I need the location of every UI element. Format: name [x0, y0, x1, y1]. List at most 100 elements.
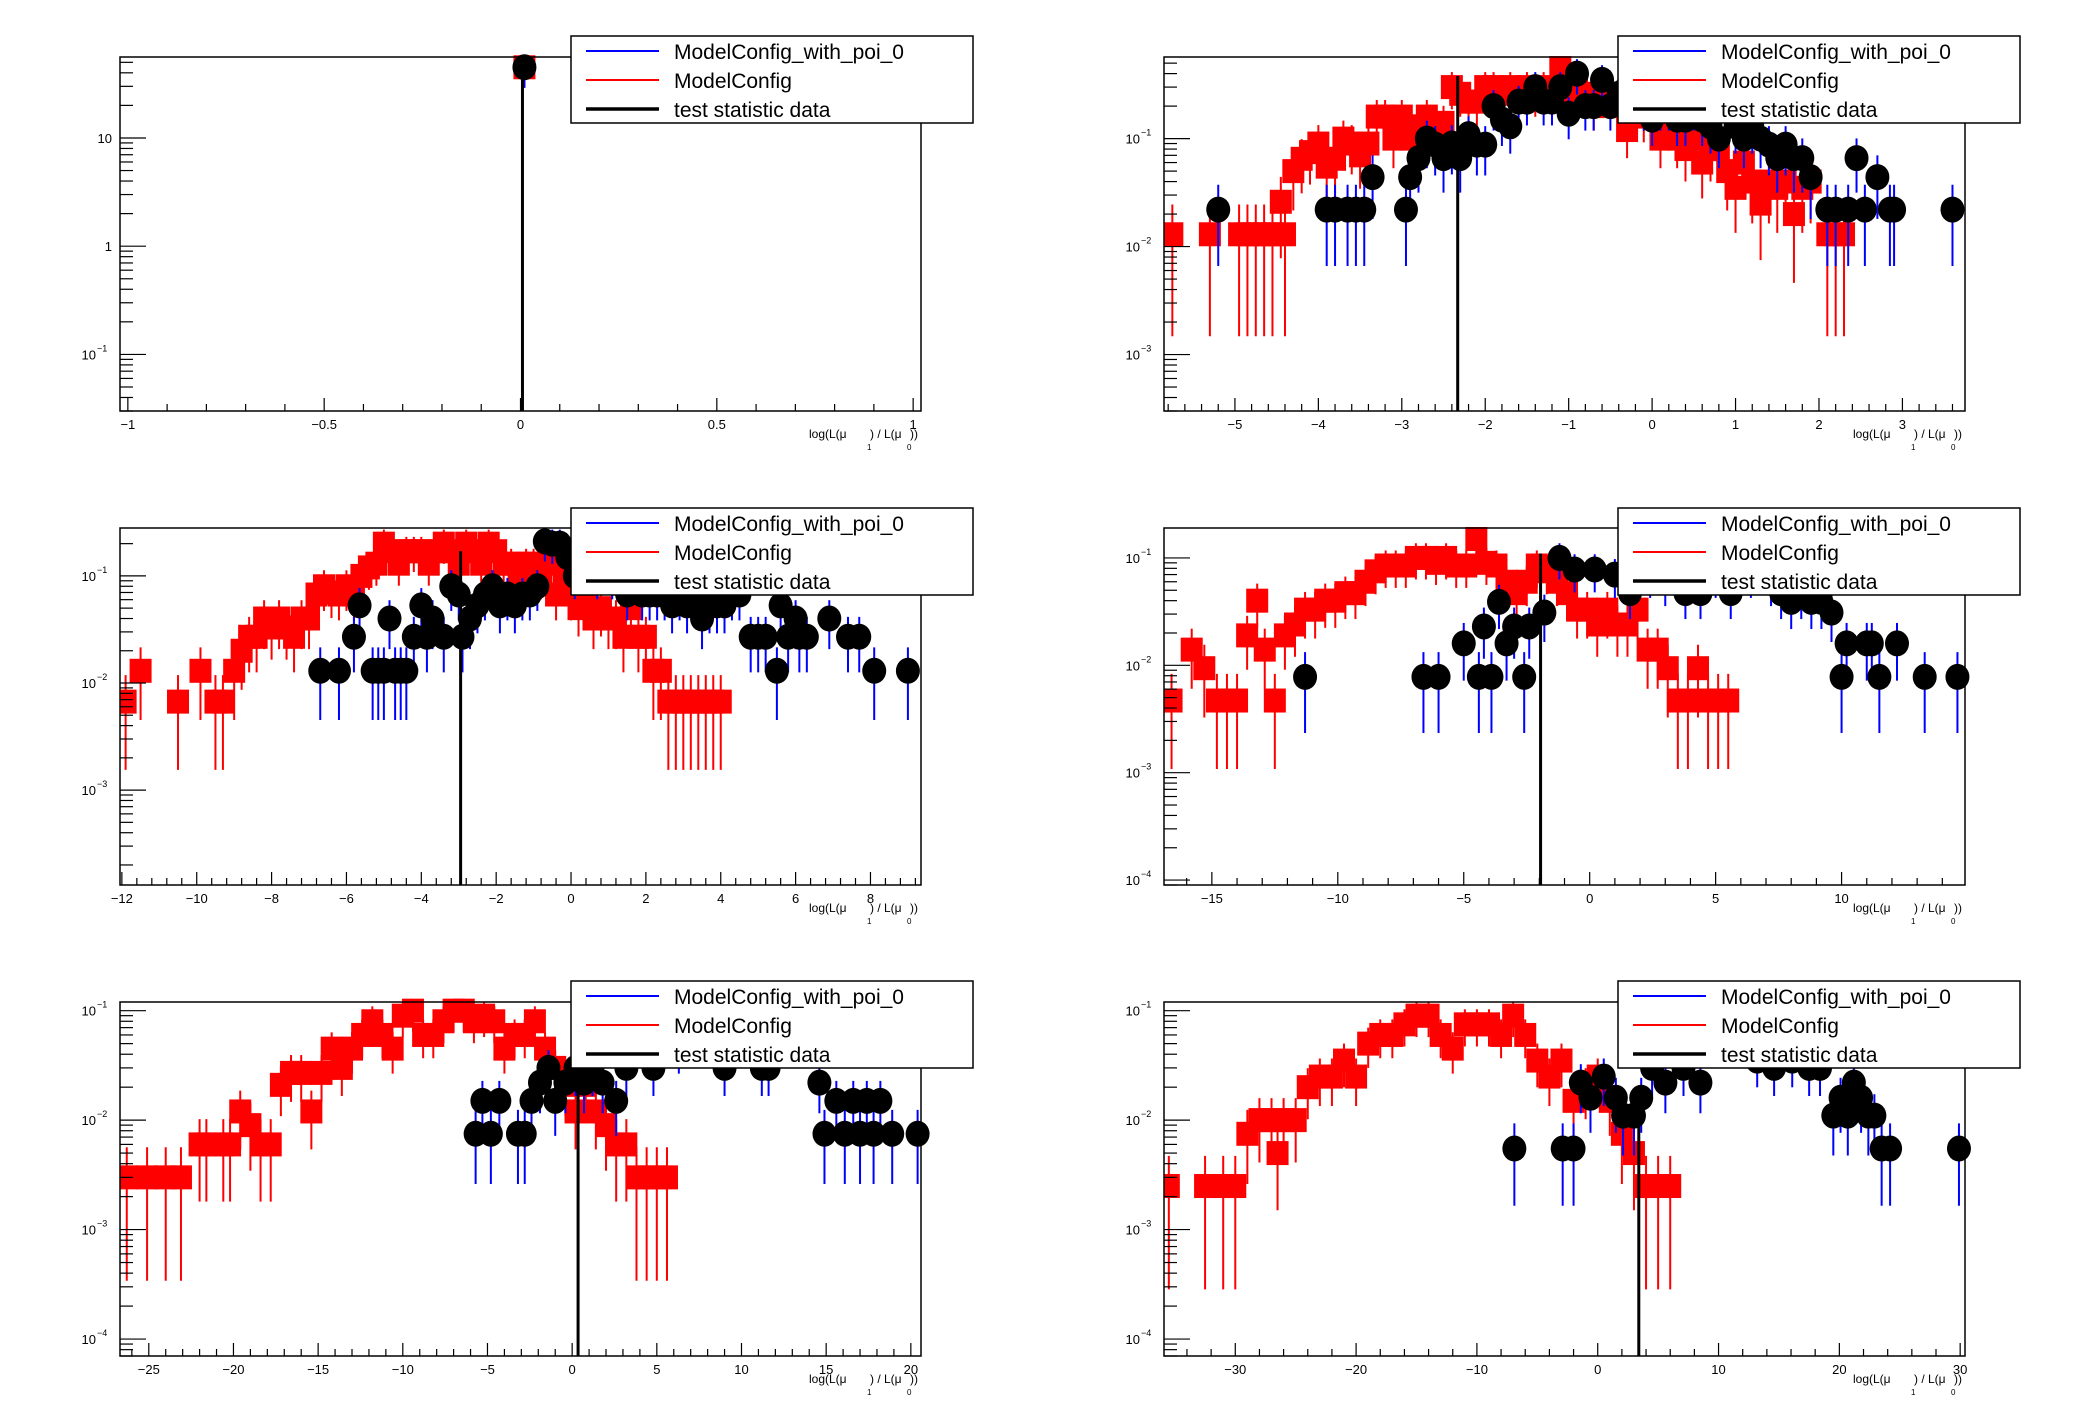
- data-point: [1226, 688, 1249, 713]
- data-point: [1878, 1135, 1903, 1162]
- series-modelconfig: [1164, 1002, 1682, 1290]
- x-axis-title-sub0: 0: [907, 443, 912, 452]
- x-tick-label: 5: [653, 1362, 660, 1377]
- x-axis-title-part: log(L(μ: [809, 901, 847, 915]
- data-point: [523, 1009, 546, 1034]
- data-point: [1487, 588, 1512, 615]
- data-point: [487, 1087, 512, 1114]
- x-tick-label: −25: [138, 1362, 160, 1377]
- x-tick-label: 3: [1899, 417, 1906, 432]
- data-point: [169, 1165, 192, 1190]
- data-point: [1590, 66, 1615, 93]
- data-point: [1741, 169, 1764, 194]
- data-point: [1717, 688, 1740, 713]
- y-tick-exponent: −4: [97, 1328, 107, 1338]
- legend: ModelConfig_with_poi_0 ModelConfig test st…: [1617, 980, 2021, 1069]
- x-tick-label: −3: [1394, 417, 1409, 432]
- data-point: [649, 658, 672, 683]
- data-point: [483, 1009, 506, 1034]
- data-point: [847, 623, 872, 650]
- y-tick-exponent: −2: [1141, 1109, 1151, 1119]
- x-axis-title: log(L(μ 1) / L(μ 0)): [809, 901, 918, 926]
- pad-frame: [1163, 1001, 1966, 1357]
- x-tick-label: −5: [480, 1362, 495, 1377]
- y-tick-label: 10: [1126, 1004, 1140, 1019]
- data-point: [534, 1036, 557, 1061]
- x-tick-label: −12: [111, 891, 133, 906]
- data-point: [1498, 113, 1523, 140]
- data-point: [420, 605, 445, 632]
- x-axis-title-part: )): [910, 1372, 918, 1386]
- data-point: [1682, 126, 1705, 151]
- data-point: [1656, 656, 1679, 681]
- data-point: [1581, 93, 1606, 120]
- data-point: [1273, 222, 1296, 247]
- data-point: [1426, 663, 1451, 690]
- data-point: [1479, 663, 1504, 690]
- x-axis-title-sub0: 0: [907, 1388, 912, 1397]
- data-point: [1164, 222, 1184, 247]
- x-tick-label: 5: [1712, 891, 1719, 906]
- data-point: [1946, 1135, 1971, 1162]
- data-point: [470, 1087, 495, 1114]
- x-tick-label: −4: [1311, 417, 1326, 432]
- data-point: [1357, 131, 1380, 156]
- data-point: [1360, 164, 1385, 191]
- series-modelconfig: [120, 529, 732, 770]
- data-point: [290, 1060, 313, 1085]
- data-point: [1345, 1064, 1368, 1089]
- y-tick-label: 10: [1126, 551, 1140, 566]
- plot-area: [120, 528, 920, 885]
- data-point: [1687, 656, 1709, 681]
- data-point: [1859, 630, 1884, 657]
- data-point: [709, 689, 732, 714]
- data-point: [1659, 1174, 1682, 1199]
- x-axis-title-sub0: 0: [1951, 917, 1956, 926]
- data-point: [341, 623, 366, 650]
- y-tick-label: 10: [1126, 348, 1140, 363]
- data-point: [1448, 145, 1473, 172]
- data-point: [1867, 663, 1892, 690]
- data-point: [1514, 1022, 1537, 1047]
- legend: ModelConfig_with_poi_0 ModelConfig test st…: [570, 980, 974, 1069]
- data-point: [1724, 175, 1747, 200]
- data-point: [525, 573, 550, 600]
- y-tick-exponent: −3: [1141, 344, 1151, 354]
- x-tick-label: 0.5: [708, 417, 726, 432]
- x-axis-title-part: ) / L(μ: [870, 901, 902, 915]
- y-tick-label: 10: [1126, 766, 1140, 781]
- data-point: [615, 1132, 638, 1157]
- data-point: [1836, 196, 1861, 223]
- data-point: [1591, 1063, 1616, 1090]
- data-point: [1532, 599, 1557, 626]
- y-tick-label: 10: [1126, 240, 1140, 255]
- data-point: [478, 1120, 503, 1147]
- y-tick-label: 10: [1126, 1332, 1140, 1347]
- series-modelconfig-with-poi-0: [512, 54, 537, 88]
- data-point: [817, 605, 842, 632]
- y-tick-exponent: −2: [97, 1109, 107, 1119]
- pad-frame: [1163, 56, 1966, 412]
- data-point: [1512, 663, 1537, 690]
- pad-3: −12 −10 −8 −6 −4 −2 0 2 4 6 810−310−210 −1log(L(μ1)…: [82, 507, 974, 926]
- data-point: [308, 657, 333, 684]
- data-point: [129, 658, 152, 683]
- x-tick-label: −1: [120, 417, 135, 432]
- x-tick-label: 0: [569, 1362, 576, 1377]
- data-point: [1884, 630, 1909, 657]
- y-tick-exponent: −3: [97, 779, 107, 789]
- y-tick-exponent: −1: [97, 1000, 107, 1010]
- x-axis-title-sub0: 0: [1951, 443, 1956, 452]
- data-point: [1198, 222, 1221, 247]
- data-point: [1193, 656, 1216, 681]
- x-axis-title: log(L(μ 1) / L(μ 0)): [809, 427, 918, 452]
- data-point: [1253, 637, 1276, 662]
- data-point: [1862, 1102, 1887, 1129]
- data-point: [1940, 196, 1965, 223]
- data-point: [604, 1087, 629, 1114]
- y-tick-label: 10: [82, 1223, 96, 1238]
- y-tick-label: 1: [105, 239, 112, 254]
- legend-label: ModelConfig: [1721, 542, 1839, 565]
- data-point: [1382, 126, 1405, 151]
- x-tick-label: −10: [1327, 891, 1349, 906]
